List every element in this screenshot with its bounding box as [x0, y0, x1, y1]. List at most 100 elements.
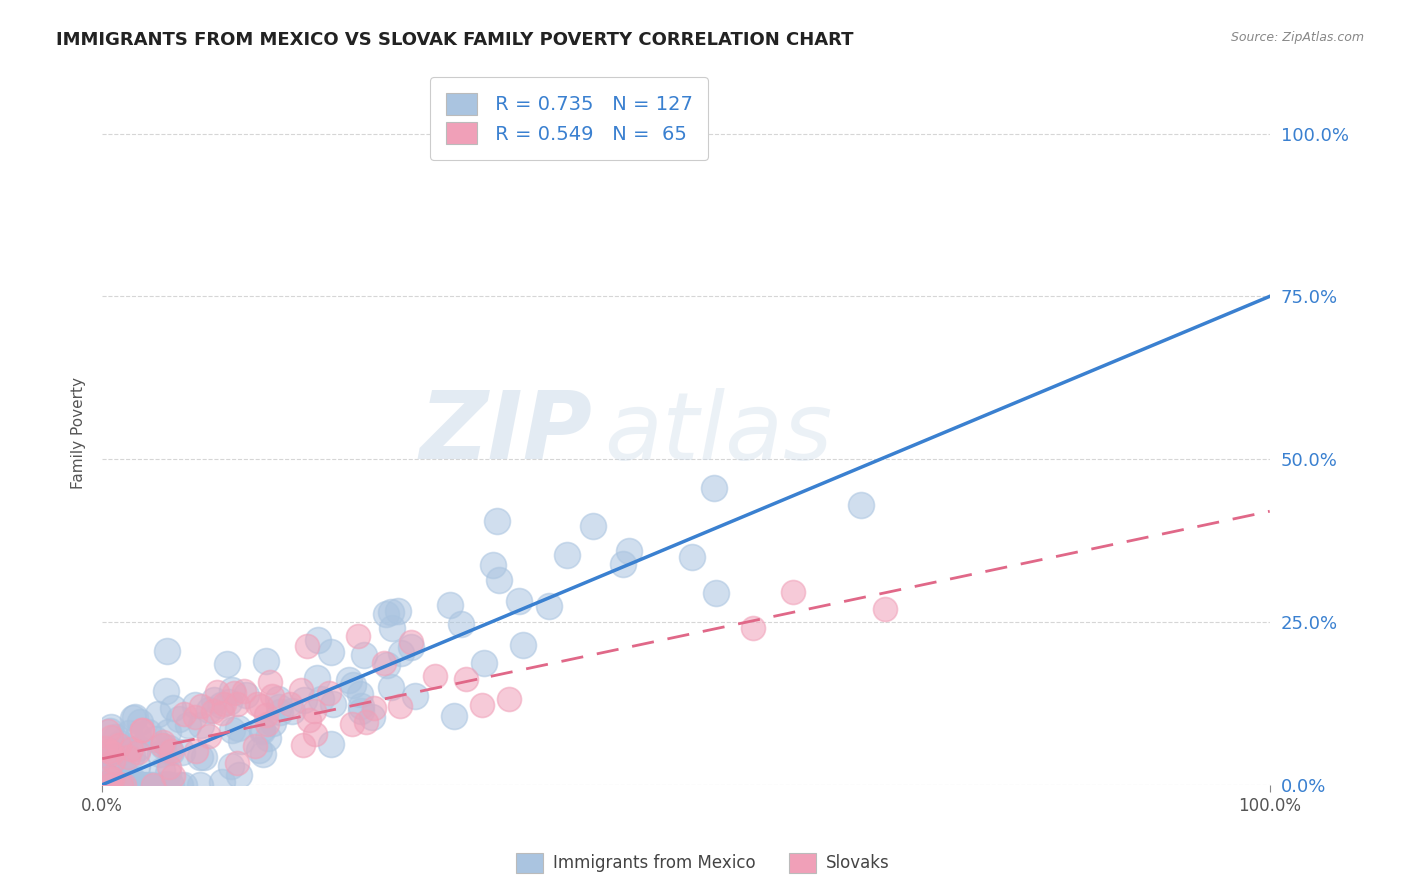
Point: [162, 701, 184, 715]
Point: [98, 770, 121, 784]
Point: [235, 689, 257, 703]
Point: [98, 723, 121, 738]
Point: [399, 640, 422, 654]
Point: [160, 745, 183, 759]
Point: [127, 745, 149, 759]
Point: [851, 498, 873, 512]
Point: [404, 689, 426, 703]
Point: [127, 741, 149, 756]
Point: [105, 730, 128, 744]
Point: [152, 763, 174, 777]
Point: [124, 709, 146, 723]
Point: [104, 766, 127, 780]
Point: [131, 723, 153, 738]
Point: [117, 750, 139, 764]
Point: [169, 778, 191, 792]
Point: [250, 698, 273, 713]
Point: [298, 713, 321, 727]
Point: [281, 705, 304, 719]
Point: [259, 674, 281, 689]
Point: [108, 738, 131, 752]
Point: [482, 558, 505, 573]
Point: [389, 647, 412, 661]
Point: [295, 639, 318, 653]
Point: [222, 686, 245, 700]
Point: [160, 744, 183, 758]
Point: [183, 710, 205, 724]
Point: [322, 697, 344, 711]
Point: [118, 725, 141, 739]
Point: [172, 745, 194, 759]
Point: [302, 704, 325, 718]
Text: atlas: atlas: [605, 388, 832, 479]
Point: [454, 673, 477, 687]
Point: [149, 747, 172, 761]
Point: [121, 747, 143, 762]
Point: [173, 778, 195, 792]
Point: [471, 698, 494, 713]
Point: [108, 736, 131, 750]
Point: [122, 711, 145, 725]
Point: [183, 698, 205, 712]
Point: [201, 704, 224, 718]
Point: [141, 778, 163, 792]
Point: [269, 700, 291, 714]
Point: [380, 681, 402, 695]
Point: [152, 735, 174, 749]
Point: [100, 731, 122, 745]
Point: [127, 778, 149, 792]
Point: [129, 778, 152, 792]
Point: [387, 604, 409, 618]
Point: [318, 686, 340, 700]
Point: [188, 778, 211, 792]
Point: [211, 775, 233, 789]
Point: [233, 684, 256, 698]
Point: [226, 756, 249, 770]
Point: [443, 709, 465, 723]
Point: [211, 706, 233, 720]
Text: IMMIGRANTS FROM MEXICO VS SLOVAK FAMILY POVERTY CORRELATION CHART: IMMIGRANTS FROM MEXICO VS SLOVAK FAMILY …: [56, 31, 853, 49]
Point: [290, 683, 312, 698]
Point: [212, 697, 235, 711]
Point: [129, 715, 152, 730]
Point: [254, 654, 277, 668]
Point: [612, 557, 634, 571]
Point: [337, 673, 360, 687]
Point: [226, 721, 249, 735]
Point: [190, 717, 212, 731]
Point: [111, 778, 134, 792]
Point: [582, 519, 605, 533]
Point: [342, 717, 364, 731]
Point: [132, 778, 155, 792]
Point: [193, 749, 215, 764]
Point: [742, 621, 765, 635]
Point: [131, 723, 153, 737]
Point: [450, 617, 472, 632]
Point: [218, 695, 240, 709]
Point: [120, 742, 142, 756]
Point: [91, 747, 114, 762]
Point: [309, 691, 332, 706]
Point: [112, 778, 135, 792]
Point: [267, 692, 290, 706]
Point: [114, 766, 136, 780]
Point: [380, 605, 402, 619]
Point: [160, 778, 183, 792]
Point: [152, 739, 174, 754]
Point: [250, 723, 273, 738]
Point: [94, 740, 117, 755]
Point: [425, 669, 447, 683]
Point: [157, 760, 180, 774]
Y-axis label: Family Poverty: Family Poverty: [72, 377, 86, 489]
Point: [97, 747, 120, 762]
Point: [101, 772, 124, 786]
Point: [104, 743, 127, 757]
Point: [103, 752, 125, 766]
Point: [704, 586, 727, 600]
Point: [215, 657, 238, 671]
Point: [229, 733, 252, 747]
Point: [360, 710, 382, 724]
Point: [97, 744, 120, 758]
Point: [136, 778, 159, 792]
Point: [221, 682, 243, 697]
